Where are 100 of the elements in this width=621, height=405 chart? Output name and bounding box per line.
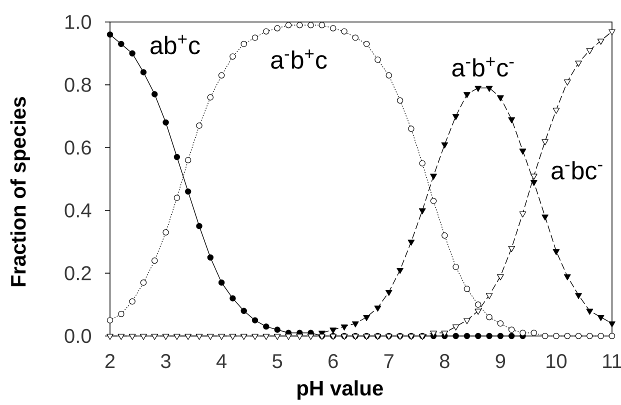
point	[162, 229, 169, 236]
point	[564, 80, 571, 86]
point	[396, 97, 404, 104]
point	[184, 334, 192, 340]
point	[586, 308, 594, 315]
point	[340, 324, 348, 330]
point	[252, 34, 258, 41]
point	[552, 108, 560, 114]
point	[508, 246, 516, 252]
y-tick-label: 0.0	[64, 328, 92, 344]
point	[564, 332, 570, 340]
y-tick-label: 0.8	[64, 78, 91, 92]
point	[508, 332, 515, 340]
point	[597, 38, 604, 45]
point	[240, 40, 247, 48]
point	[240, 308, 247, 314]
point	[542, 139, 548, 146]
point	[586, 48, 594, 54]
x-tick-label: 7	[384, 354, 394, 368]
point	[486, 293, 493, 300]
x-tick-label: 3	[160, 354, 170, 368]
point	[296, 334, 304, 340]
point	[285, 22, 292, 28]
point	[519, 211, 526, 218]
point	[151, 334, 158, 340]
x-tick-label: 8	[440, 354, 450, 368]
point	[497, 95, 504, 102]
point	[118, 310, 124, 318]
x-tick-label: 9	[496, 354, 506, 368]
point	[441, 330, 448, 337]
point	[118, 334, 125, 340]
point	[564, 274, 571, 280]
point	[152, 91, 158, 98]
point	[430, 198, 437, 204]
point	[252, 334, 258, 340]
point	[196, 223, 202, 230]
point	[218, 334, 225, 340]
point	[542, 332, 548, 340]
point	[508, 326, 515, 333]
point	[262, 334, 270, 340]
point	[218, 280, 225, 286]
point	[218, 72, 225, 78]
point	[597, 315, 604, 322]
point	[274, 334, 281, 340]
point	[352, 34, 359, 41]
point	[140, 69, 147, 76]
point	[106, 317, 114, 324]
point	[230, 53, 236, 60]
point	[464, 332, 470, 340]
point	[553, 332, 560, 340]
point	[608, 321, 616, 328]
point	[598, 332, 604, 340]
point	[464, 286, 470, 292]
point	[162, 119, 169, 126]
point	[352, 321, 359, 328]
point	[207, 94, 214, 100]
x-tick-label: 5	[272, 354, 282, 368]
point	[174, 334, 180, 340]
y-tick-label: 1.0	[66, 14, 92, 30]
point	[184, 188, 192, 195]
point	[586, 332, 593, 340]
point	[263, 323, 270, 330]
x-tick-label: 4	[216, 354, 227, 368]
point	[430, 330, 437, 337]
point	[497, 332, 504, 340]
point	[441, 142, 448, 148]
point	[497, 274, 504, 280]
point	[519, 148, 526, 155]
point	[474, 86, 482, 92]
point	[106, 31, 114, 38]
x-tick-label: 10	[546, 354, 567, 368]
point	[442, 232, 448, 239]
point	[520, 330, 526, 336]
x-tick-label: 6	[328, 354, 338, 368]
point	[174, 154, 180, 160]
y-tick-label: 0.2	[64, 266, 91, 280]
point	[386, 72, 392, 78]
point	[419, 160, 426, 166]
series-label: a$^{-}$b$^{+}$c$^{-}$	[452, 57, 514, 77]
point	[296, 22, 303, 28]
point	[408, 126, 414, 132]
point	[240, 334, 248, 340]
point	[152, 258, 158, 264]
point	[174, 194, 180, 201]
point	[486, 314, 492, 320]
point	[307, 334, 314, 340]
point	[497, 320, 504, 327]
point	[396, 268, 404, 274]
point	[374, 306, 382, 312]
point	[252, 317, 258, 324]
point	[452, 114, 460, 120]
point	[464, 318, 470, 324]
point	[508, 117, 516, 124]
point	[206, 334, 214, 340]
point	[608, 29, 616, 36]
x-tick-label: 11	[603, 354, 621, 368]
point	[274, 326, 280, 333]
x-tick-label: 2	[105, 354, 115, 368]
series-label: a$^{-}$bc$^{-}$	[552, 161, 602, 180]
point	[196, 334, 203, 340]
